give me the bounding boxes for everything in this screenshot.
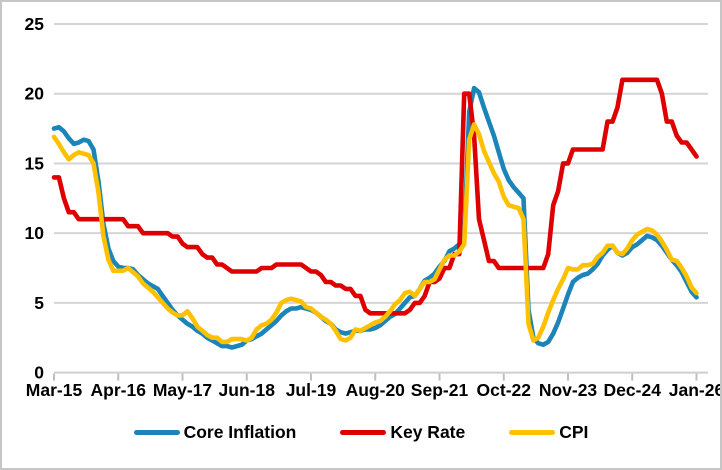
legend-item-cpi: CPI [509,422,588,443]
legend-item-key-rate: Key Rate [340,422,465,443]
y-axis-tick-label: 25 [25,14,45,34]
x-axis-tick-label: Jan-26 [669,380,722,400]
y-axis-tick-label: 15 [25,153,45,173]
x-axis-tick-label: Sep-21 [411,380,469,400]
key-rate-line [51,77,699,316]
x-axis-tick-label: Dec-24 [604,380,662,400]
cpi-line [51,122,699,345]
cpi-line-swatch [509,430,556,435]
y-axis-tick-label: 5 [34,293,44,313]
x-axis-tick-label: Jun-18 [219,380,276,400]
x-axis-tick-label: May-17 [153,380,212,400]
legend-label-cpi: CPI [559,422,589,442]
legend-label-key-rate: Key Rate [390,422,466,442]
chart-legend: Core Inflation Key Rate CPI [2,422,720,443]
key-rate-line-swatch [340,430,387,435]
x-axis-tick-label: Jul-19 [286,380,337,400]
y-axis-tick-label: 0 [34,363,44,383]
x-axis-tick-label: Mar-15 [26,380,83,400]
core-inflation-line-swatch [133,430,180,435]
x-axis-tick-label: Aug-20 [346,380,406,400]
x-axis-tick-label: Oct-22 [477,380,532,400]
legend-item-core-inflation: Core Inflation [133,422,297,443]
y-axis-tick-label: 20 [25,84,45,104]
line-chart: 0 5 10 15 20 25 Mar-15 Apr-16 May-17 Jun-18 Jul-19… [25,14,722,400]
y-axis-tick-label: 10 [25,223,45,243]
core-inflation-line [51,85,699,350]
legend-label-core-inflation: Core Inflation [183,422,297,442]
x-axis-tick-label: Nov-23 [539,380,598,400]
x-axis-tick-label: Apr-16 [91,380,147,400]
